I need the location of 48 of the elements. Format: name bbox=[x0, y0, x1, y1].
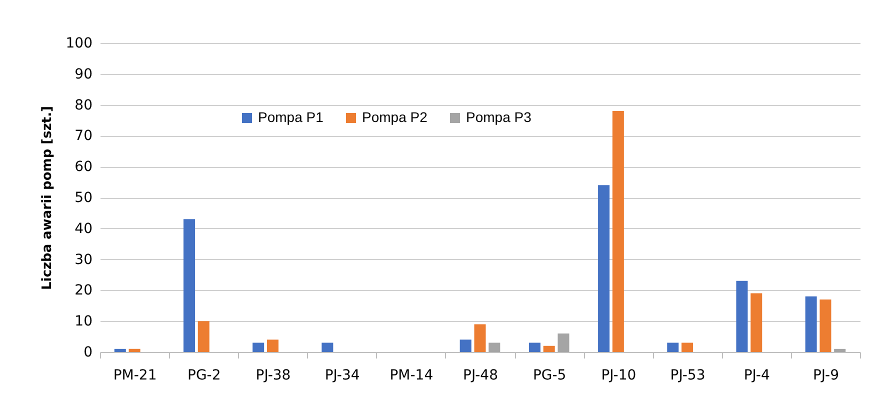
bar bbox=[736, 280, 748, 352]
bar bbox=[474, 324, 486, 352]
bar bbox=[805, 296, 817, 352]
bar bbox=[114, 348, 126, 352]
x-tick-label: PJ-10 bbox=[601, 368, 636, 384]
bar bbox=[598, 185, 610, 352]
bar bbox=[266, 340, 278, 352]
bar bbox=[460, 340, 472, 352]
x-tick-label: PG-5 bbox=[532, 368, 566, 384]
bar bbox=[682, 342, 694, 352]
y-tick-label: 40 bbox=[74, 220, 92, 237]
bar bbox=[198, 321, 210, 352]
bar bbox=[750, 293, 762, 352]
x-tick-label: PJ-48 bbox=[463, 368, 498, 384]
y-tick-label: 50 bbox=[74, 190, 92, 206]
bar bbox=[528, 342, 540, 352]
bar bbox=[820, 299, 832, 352]
x-tick-label: PJ-38 bbox=[256, 368, 291, 384]
y-tick-label: 100 bbox=[66, 36, 92, 52]
x-tick-label: PG-2 bbox=[188, 368, 221, 384]
bar bbox=[488, 342, 500, 352]
y-tick-label: 70 bbox=[74, 128, 92, 144]
y-tick-label: 30 bbox=[74, 252, 92, 268]
bar bbox=[322, 342, 334, 352]
bar bbox=[612, 110, 624, 352]
bar bbox=[543, 346, 555, 352]
bar bbox=[558, 333, 570, 352]
bar bbox=[834, 348, 846, 352]
bar bbox=[667, 342, 679, 352]
bar bbox=[128, 348, 140, 352]
bar bbox=[252, 342, 264, 352]
x-tick-label: PJ-34 bbox=[324, 368, 360, 384]
y-tick-label: 0 bbox=[84, 344, 92, 360]
y-tick-label: 60 bbox=[74, 159, 92, 176]
y-axis-title: Liczba awarii pomp [szt.] bbox=[40, 106, 55, 290]
legend-label: Pompa P1 bbox=[258, 109, 324, 125]
x-tick-label: PM-14 bbox=[390, 368, 434, 384]
x-tick-label: PJ-4 bbox=[744, 368, 770, 384]
x-tick-label: PJ-9 bbox=[812, 368, 839, 384]
y-tick-label: 20 bbox=[74, 282, 92, 299]
x-tick-label: PM-21 bbox=[113, 368, 157, 384]
y-tick-label: 10 bbox=[74, 314, 92, 330]
y-tick-label: 80 bbox=[74, 97, 92, 114]
legend-label: Pompa P2 bbox=[362, 109, 428, 125]
bar bbox=[183, 219, 195, 352]
legend-label: Pompa P3 bbox=[466, 109, 532, 125]
x-tick-label: PJ-53 bbox=[670, 368, 706, 384]
y-tick-label: 90 bbox=[74, 66, 92, 82]
